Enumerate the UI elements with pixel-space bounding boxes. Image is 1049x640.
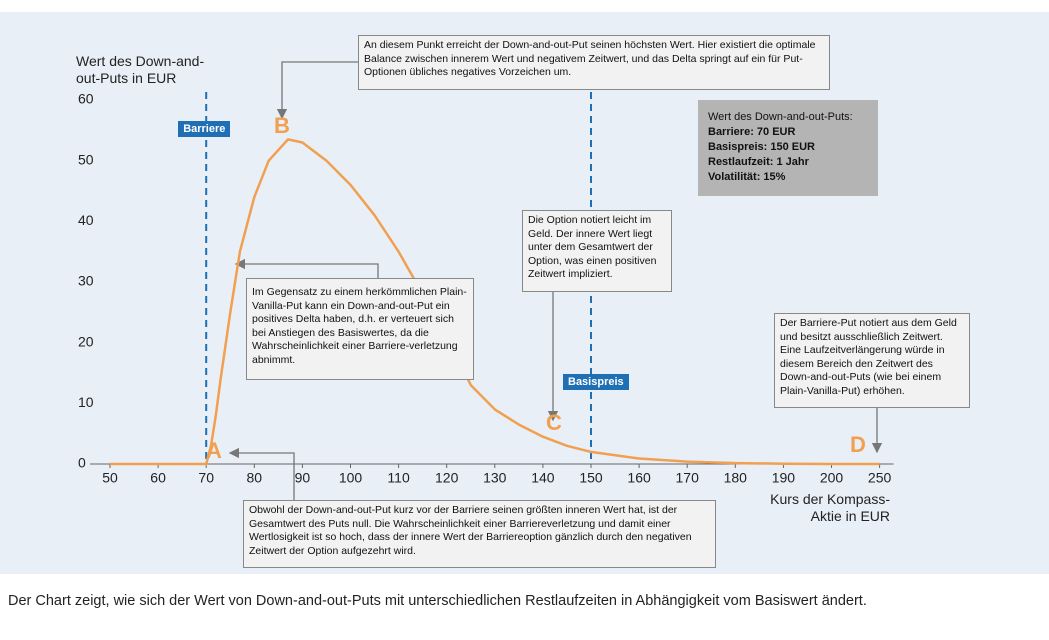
y-tick-label: 40 bbox=[78, 212, 94, 228]
arrows bbox=[228, 61, 883, 500]
annotation: Im Gegensatz zu einem herkömmlichen Plai… bbox=[246, 278, 474, 380]
x-tick-label: 110 bbox=[387, 470, 410, 486]
annotation: Die Option notiert leicht im Geld. Der i… bbox=[522, 210, 672, 292]
point-label: D bbox=[850, 432, 866, 457]
point-label: B bbox=[274, 113, 290, 138]
x-tick-label: 190 bbox=[772, 470, 796, 486]
point-label: C bbox=[546, 410, 562, 435]
info-line: Restlaufzeit: 1 Jahr bbox=[708, 156, 809, 168]
reference-label: Barriere bbox=[178, 121, 231, 137]
x-tick-label: 50 bbox=[102, 470, 118, 486]
y-tick-label: 20 bbox=[78, 333, 94, 349]
info-line: Basispreis: 150 EUR bbox=[708, 141, 815, 153]
info-title: Wert des Down-and-out-Puts: bbox=[708, 111, 853, 123]
x-tick-label: 70 bbox=[198, 470, 214, 486]
y-tick-label: 0 bbox=[78, 455, 86, 471]
caption: Der Chart zeigt, wie sich der Wert von D… bbox=[8, 593, 867, 609]
x-tick-label: 200 bbox=[820, 470, 844, 486]
x-axis-label: Kurs der Kompass-Aktie in EUR bbox=[770, 491, 890, 524]
info-line: Barriere: 70 EUR bbox=[708, 126, 796, 138]
x-tick-label: 120 bbox=[435, 470, 459, 486]
point-label: A bbox=[206, 438, 222, 463]
x-tick-label: 60 bbox=[150, 470, 166, 486]
annotation: Obwohl der Down-and-out-Put kurz vor der… bbox=[243, 500, 716, 568]
x-tick-label: 170 bbox=[676, 470, 700, 486]
x-tick-label: 130 bbox=[483, 470, 507, 486]
x-tick-label: 80 bbox=[247, 470, 263, 486]
info-box: Wert des Down-and-out-Puts: Barriere: 70… bbox=[698, 100, 878, 196]
y-tick-label: 60 bbox=[78, 91, 94, 107]
annotation: Der Barriere-Put notiert aus dem Geld un… bbox=[774, 313, 970, 408]
y-tick-label: 30 bbox=[78, 273, 94, 289]
reference-label: Basispreis bbox=[563, 374, 629, 390]
x-tick-label: 180 bbox=[724, 470, 748, 486]
line bbox=[110, 138, 880, 466]
x-tick-label: 160 bbox=[627, 470, 651, 486]
x-tick-label: 150 bbox=[579, 470, 603, 486]
y-tick-label: 50 bbox=[78, 151, 94, 167]
y-tick-label: 10 bbox=[78, 394, 94, 410]
x-tick-label: 100 bbox=[339, 470, 363, 486]
info-line: Volatilität: 15% bbox=[708, 171, 786, 183]
y-axis-label: Wert des Down-and-out-Puts in EUR bbox=[76, 53, 205, 86]
x-tick-label: 140 bbox=[531, 470, 555, 486]
x-tick-label: 90 bbox=[295, 470, 311, 486]
x-tick-label: 250 bbox=[868, 470, 892, 486]
annotation: An diesem Punkt erreicht der Down-and-ou… bbox=[358, 35, 830, 90]
